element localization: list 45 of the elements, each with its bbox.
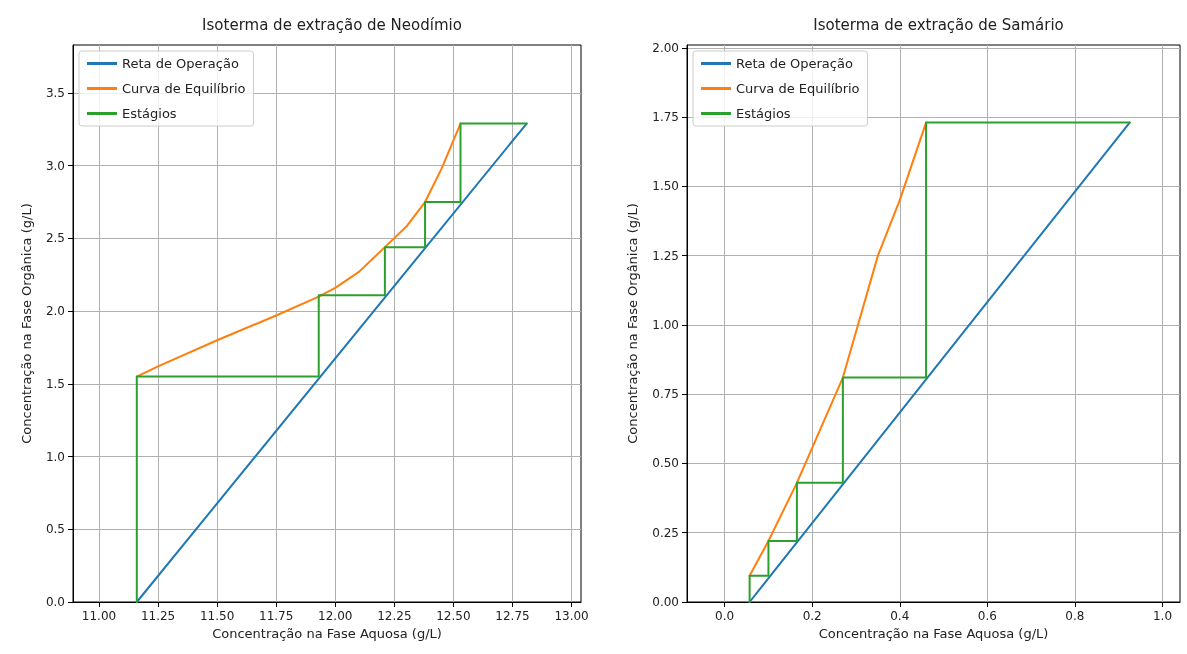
y-tick-label: 3.0 — [45, 158, 65, 173]
x-tick-label: 12.50 — [436, 609, 471, 623]
legend-label: Reta de Operação — [122, 56, 239, 71]
legend-label: Reta de Operação — [736, 56, 853, 71]
x-tick-label: 11.00 — [81, 609, 117, 623]
y-tick-label: 0.5 — [45, 522, 65, 537]
chart-title: Isoterma de extração de Neodímio — [202, 15, 462, 34]
y-tick-label: 0.25 — [652, 525, 679, 540]
x-tick-label: 0.4 — [890, 609, 910, 623]
x-tick-label: 13.00 — [554, 609, 589, 623]
x-tick-label: 0.8 — [1065, 609, 1085, 623]
y-tick-label: 1.5 — [45, 376, 65, 391]
x-tick-label: 0.0 — [715, 609, 735, 623]
y-tick-label: 1.50 — [652, 179, 679, 194]
x-tick-label: 12.25 — [377, 609, 412, 623]
y-tick-label: 3.5 — [45, 85, 65, 100]
legend-label: Estágios — [122, 106, 177, 121]
x-tick-label: 0.2 — [802, 609, 822, 623]
y-tick-label: 2.5 — [45, 231, 65, 246]
y-tick-label: 1.75 — [652, 110, 679, 125]
legend-label: Estágios — [736, 106, 791, 121]
x-tick-label: 11.75 — [259, 609, 294, 623]
x-tick-label: 11.25 — [140, 609, 176, 623]
legend-label: Curva de Equilíbrio — [122, 81, 246, 96]
x-tick-label: 1.0 — [1152, 609, 1173, 623]
y-tick-label: 2.0 — [45, 304, 65, 319]
line-series — [748, 121, 928, 577]
x-tick-label: 12.00 — [318, 609, 353, 623]
x-axis-title: Concentração na Fase Aquosa (g/L) — [212, 626, 442, 641]
y-tick-label: 2.00 — [652, 40, 679, 55]
y-tick-label: 1.00 — [652, 317, 679, 332]
x-tick-label: 11.50 — [199, 609, 235, 623]
chart-title: Isoterma de extração de Samário — [813, 15, 1064, 34]
y-tick-label: 0.75 — [652, 387, 679, 402]
legend-label: Curva de Equilíbrio — [736, 81, 860, 96]
x-axis-title: Concentração na Fase Aquosa (g/L) — [818, 626, 1049, 641]
x-tick-label: 12.75 — [495, 609, 530, 623]
x-tick-label: 0.6 — [977, 609, 997, 623]
y-tick-label: 1.0 — [45, 449, 65, 464]
y-axis-title: Concentração na Fase Orgânica (g/L) — [625, 203, 640, 444]
y-axis-title: Concentração na Fase Orgânica (g/L) — [19, 203, 34, 444]
y-tick-label: 0.0 — [45, 595, 65, 609]
y-tick-label: 0.50 — [652, 456, 679, 471]
y-tick-label: 1.25 — [652, 248, 679, 263]
y-tick-label: 0.00 — [652, 595, 679, 609]
